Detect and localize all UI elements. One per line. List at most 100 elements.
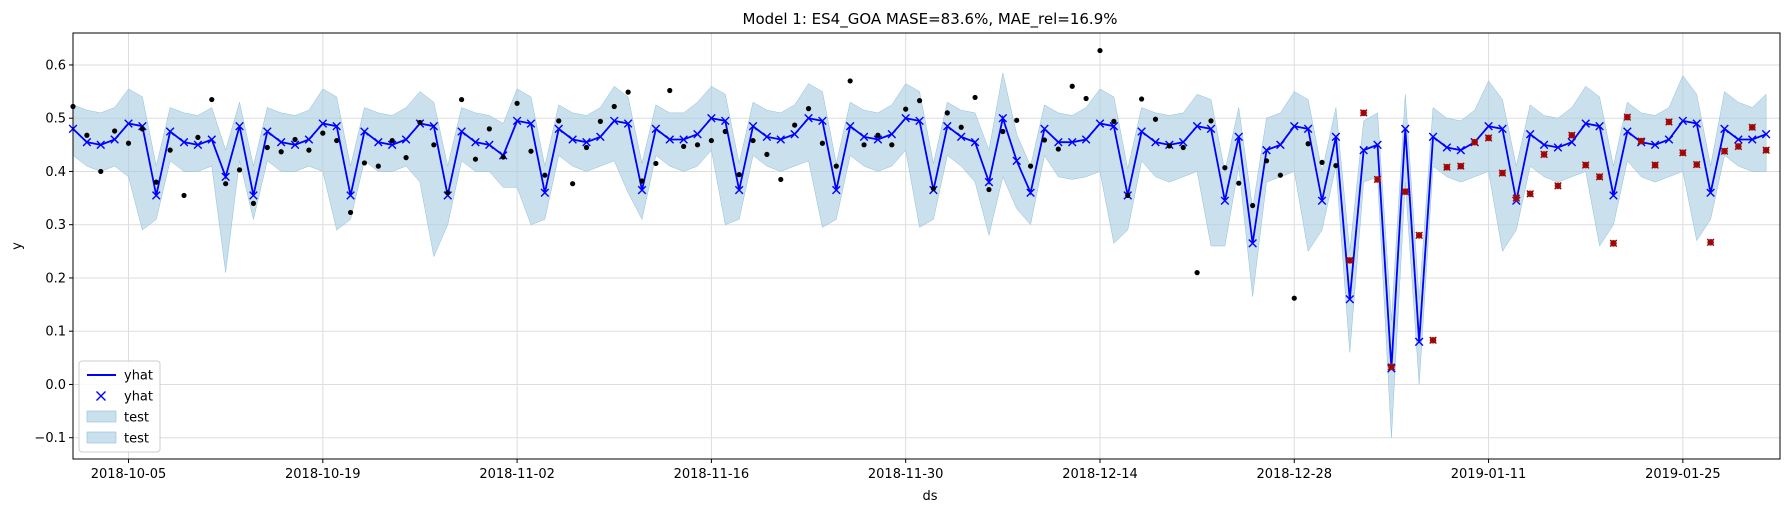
yhat-marker (1734, 135, 1743, 144)
x-tick-label: 2018-12-14 (1062, 467, 1138, 482)
y-tick-label: 0.6 (45, 58, 66, 73)
test-point-cross (1637, 137, 1646, 145)
train-point (722, 128, 728, 135)
y-tick-label: −0.1 (34, 431, 66, 446)
train-point (458, 96, 465, 103)
x-tick-label: 2018-10-05 (91, 467, 167, 482)
train-point (1125, 192, 1131, 199)
train-point (1236, 180, 1242, 186)
train-point (958, 124, 964, 130)
train-point (84, 132, 90, 138)
yhat-marker (804, 113, 813, 123)
yhat-marker (790, 129, 799, 139)
yhat-marker (1567, 137, 1577, 147)
yhat-marker (1623, 127, 1632, 136)
x-axis-ticks: 2018-10-05 2018-10-19 2018-11-02 2018-11-16… (91, 459, 1721, 482)
test-point-cross (1512, 194, 1521, 202)
legend-label: test (124, 432, 149, 447)
train-point (1069, 83, 1075, 89)
yhat-marker (526, 119, 536, 128)
train-point (1319, 159, 1325, 165)
train-point (195, 134, 201, 140)
train-point (1180, 144, 1186, 151)
yhat-marker (956, 132, 966, 142)
train-point (750, 137, 756, 144)
test-point-cross (1470, 138, 1479, 146)
yhat-marker (1498, 124, 1507, 134)
test-point-cross (1581, 161, 1590, 169)
yhat-marker (887, 129, 897, 139)
yhat-marker (1345, 294, 1355, 304)
train-point (1041, 137, 1048, 143)
train-point (570, 181, 576, 187)
yhat-marker (151, 191, 161, 200)
train-point (1083, 95, 1089, 102)
yhat-marker (1303, 124, 1313, 134)
yhat-marker (1040, 124, 1049, 134)
x-tick-label: 2018-10-19 (285, 467, 361, 482)
test-point-cross (1429, 336, 1437, 345)
train-point (889, 142, 895, 148)
x-tick-label: 2018-11-02 (479, 467, 555, 482)
yhat-marker (1706, 188, 1715, 198)
yhat-marker (818, 116, 827, 126)
yhat-marker (485, 140, 494, 150)
test-point-cross (1443, 163, 1451, 171)
train-point (639, 178, 645, 184)
train-point (264, 144, 270, 151)
yhat-marker (1248, 239, 1257, 248)
yhat-marker (1137, 127, 1146, 136)
train-point (514, 100, 520, 106)
test-point-cross (1623, 113, 1632, 121)
train-point (361, 160, 368, 166)
yhat-marker (748, 121, 758, 131)
yhat-marker (1054, 137, 1063, 147)
train-point (486, 126, 492, 132)
legend-patch-swatch (86, 410, 117, 423)
train-point (653, 160, 659, 167)
train-point (112, 128, 118, 134)
yhat-marker (429, 121, 439, 131)
train-point (1291, 295, 1297, 301)
yhat-marker (720, 116, 730, 126)
train-point (792, 122, 798, 128)
yhat-marker (346, 191, 355, 200)
train-point (236, 167, 243, 173)
yhat-marker (1067, 137, 1077, 147)
yhat-marker (651, 124, 661, 134)
yhat-marker (665, 135, 675, 144)
yhat-marker (1761, 129, 1771, 139)
test-point-cross (1762, 146, 1770, 154)
yhat-marker (165, 127, 175, 136)
train-point (681, 143, 687, 150)
train-point (528, 148, 534, 154)
yhat-marker (707, 113, 716, 123)
train-point (209, 96, 215, 103)
train-point (306, 147, 312, 153)
train-point (1111, 118, 1117, 124)
chart-title: Model 1: ES4_GOA MASE=83.6%, MAE_rel=16.… (743, 10, 1118, 29)
train-point (583, 144, 590, 151)
yhat-marker (1151, 137, 1160, 147)
yhat-marker (332, 121, 341, 131)
train-point (819, 140, 826, 146)
yhat-marker (1359, 145, 1368, 155)
test-point-cross (1651, 161, 1659, 169)
test-point-cross (1679, 149, 1687, 157)
yhat-marker (1276, 140, 1285, 150)
test-point-cross (1734, 142, 1743, 151)
yhat-marker (1595, 121, 1604, 131)
yhat-marker (304, 135, 314, 144)
x-tick-label: 2018-11-16 (674, 467, 750, 482)
train-point (417, 119, 423, 126)
yhat-marker (124, 119, 133, 128)
yhat-marker (276, 137, 286, 147)
train-point (597, 118, 603, 124)
yhat-marker (623, 119, 633, 128)
train-point (1222, 165, 1228, 171)
yhat-marker (1664, 135, 1674, 144)
train-point (1250, 202, 1256, 209)
test-point-cross (1609, 239, 1618, 248)
train-point (98, 168, 104, 175)
train-point (667, 87, 673, 94)
